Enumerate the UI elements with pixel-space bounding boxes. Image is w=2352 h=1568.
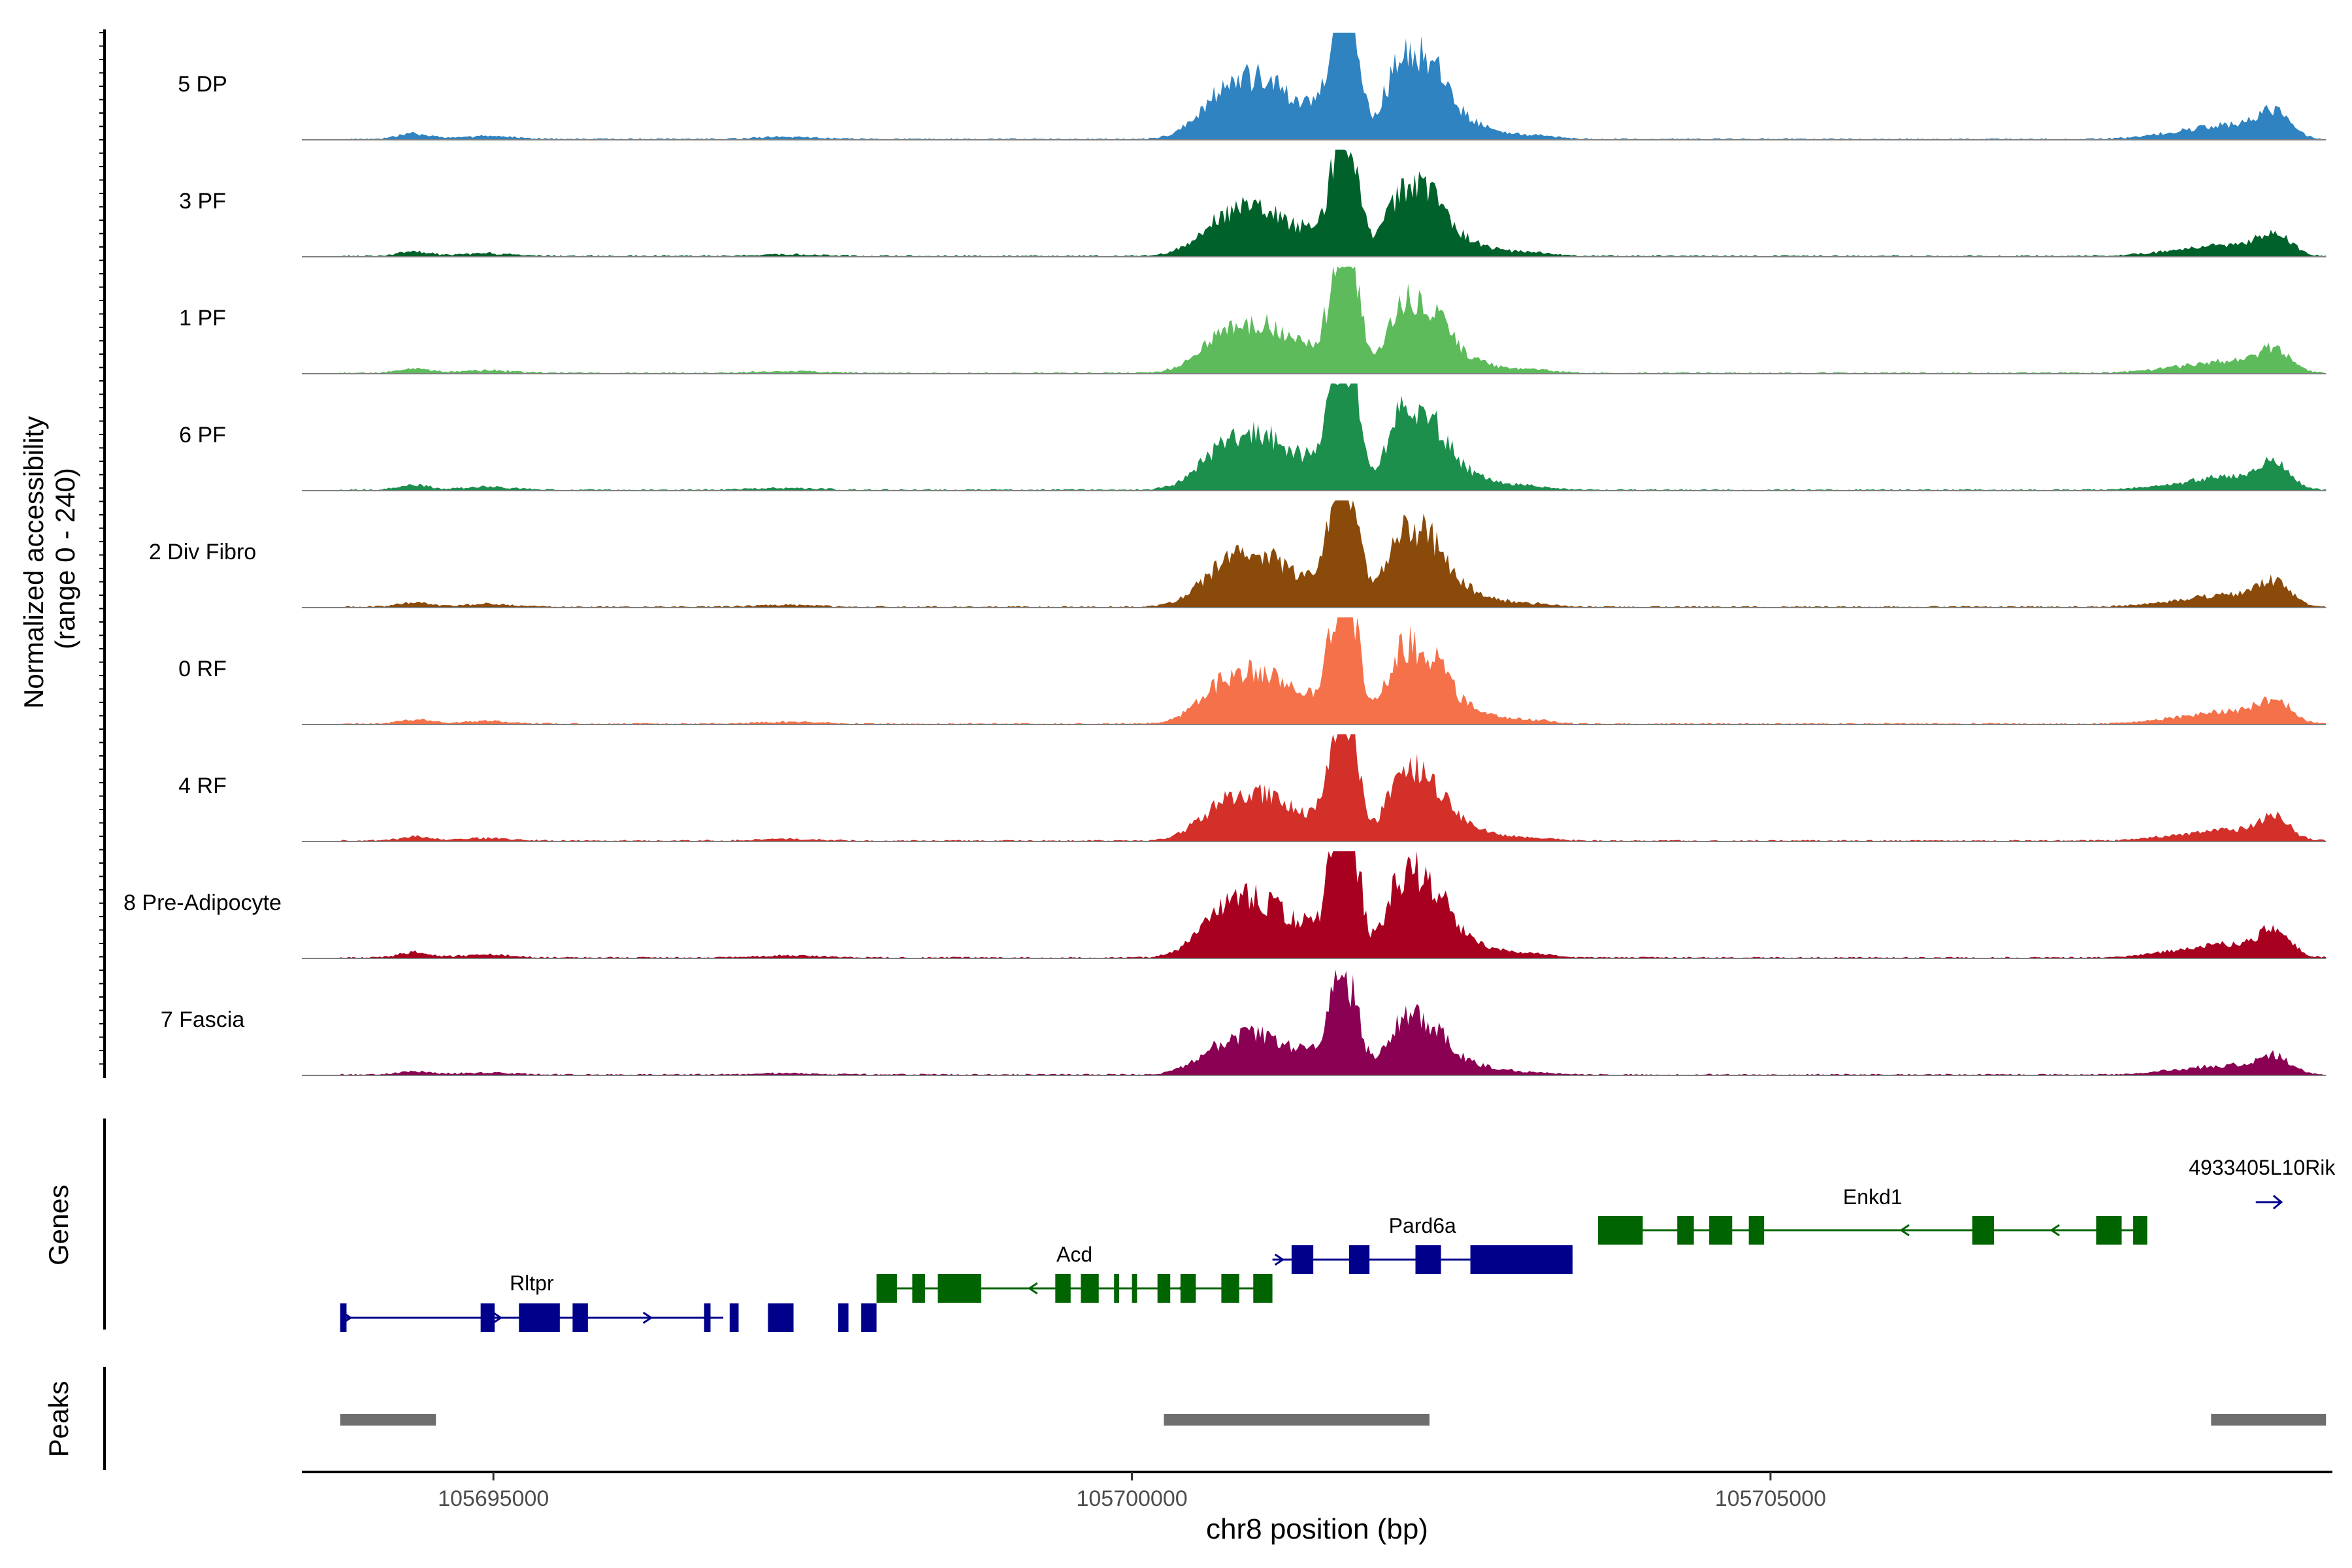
- x-tick-label: 105700000: [1076, 1486, 1187, 1511]
- strand-chevron: [1274, 1253, 1285, 1266]
- gene-enkd1: Enkd1: [1598, 1185, 2148, 1245]
- track-label: 4 RF: [178, 774, 227, 798]
- y-axis-title: Normalized accessibility (range 0 - 240): [18, 408, 80, 709]
- gene-exon: [1253, 1274, 1273, 1303]
- gene-exon: [1709, 1216, 1733, 1245]
- gene-label: 4933405L10Rik: [2189, 1156, 2336, 1179]
- gene-label: Rltpr: [510, 1271, 554, 1295]
- coverage-area: [340, 851, 2327, 958]
- gene-exon: [2133, 1216, 2148, 1245]
- gene-exon: [1291, 1245, 1314, 1274]
- gene-exon: [1470, 1245, 1573, 1274]
- coverage-area: [340, 734, 2327, 841]
- gene-label: Enkd1: [1843, 1185, 1903, 1209]
- track-label: 0 RF: [178, 657, 227, 681]
- y-axis-title-line2: (range 0 - 240): [50, 468, 80, 649]
- gene-rltpr: Rltpr: [340, 1271, 877, 1332]
- track-0-rf: 0 RF: [178, 617, 2327, 725]
- track-3-pf: 3 PF: [179, 150, 2327, 257]
- gene-exon: [861, 1303, 877, 1332]
- coverage-tracks: 5 DP 3 PF 1 PF 6 PF 2 Div Fibro 0 RF 4 RF 8 Pre…: [123, 33, 2327, 1076]
- gene-acd: Acd: [876, 1243, 1273, 1303]
- coverage-area: [340, 617, 2327, 725]
- gene-exon: [2096, 1216, 2122, 1245]
- gene-exon: [1055, 1274, 1071, 1303]
- track-label: 3 PF: [179, 189, 226, 214]
- coverage-y-axis: [99, 29, 106, 1078]
- track-label: 2 Div Fibro: [149, 540, 256, 564]
- track-4-rf: 4 RF: [178, 734, 2327, 842]
- gene-exon: [1221, 1274, 1239, 1303]
- gene-exon: [1348, 1245, 1370, 1274]
- strand-arrow: [2272, 1194, 2283, 1210]
- track-label: 1 PF: [179, 306, 226, 331]
- track-6-pf: 6 PF: [179, 384, 2327, 491]
- gene-exon: [1132, 1274, 1137, 1303]
- gene-exon: [480, 1303, 495, 1332]
- gene-exon: [1748, 1216, 1765, 1245]
- genes-track: Genes Rltpr Acd Pard6a Enkd1 4933405L10Rik: [43, 1119, 2336, 1332]
- gene-exon: [1677, 1216, 1694, 1245]
- strand-chevron: [642, 1311, 653, 1324]
- x-axis-title: chr8 position (bp): [1206, 1513, 1428, 1545]
- coverage-area: [340, 384, 2327, 491]
- strand-chevron: [1027, 1282, 1038, 1295]
- gene-exon: [1180, 1274, 1196, 1303]
- x-axis-ticks: 105695000 105700000 105705000: [438, 1472, 1826, 1511]
- track-1-pf: 1 PF: [179, 267, 2327, 374]
- strand-chevron: [1899, 1224, 1910, 1237]
- gene-exon: [1415, 1245, 1441, 1274]
- gene-exon: [1972, 1216, 1994, 1245]
- coverage-area: [340, 969, 2327, 1075]
- strand-chevron: [492, 1311, 503, 1324]
- gene-exon: [1114, 1274, 1120, 1303]
- peaks-layer: [340, 1414, 2327, 1426]
- coverage-area: [340, 33, 2327, 140]
- gene-4933405l10rik: 4933405L10Rik: [2189, 1156, 2336, 1210]
- peaks-track-label: Peaks: [43, 1381, 74, 1458]
- track-label: 6 PF: [179, 423, 226, 448]
- x-tick-label: 105705000: [1715, 1486, 1826, 1511]
- coverage-y-ticks: [99, 32, 105, 1065]
- track-5-dp: 5 DP: [178, 33, 2327, 140]
- y-axis-title-line1: Normalized accessibility: [18, 416, 49, 709]
- gene-exon: [572, 1303, 588, 1332]
- track-7-fascia: 7 Fascia: [161, 969, 2327, 1076]
- gene-exon: [1598, 1216, 1643, 1245]
- strand-chevron: [2050, 1224, 2060, 1237]
- peak-region: [2211, 1414, 2327, 1426]
- gene-exon: [704, 1303, 711, 1332]
- track-label: 5 DP: [178, 72, 227, 97]
- gene-exon: [1081, 1274, 1099, 1303]
- gene-pard6a: Pard6a: [1272, 1214, 1573, 1274]
- genes-layer: Rltpr Acd Pard6a Enkd1 4933405L10Rik: [340, 1156, 2336, 1332]
- gene-exon: [768, 1303, 794, 1332]
- gene-exon: [340, 1303, 347, 1332]
- gene-exon: [729, 1303, 739, 1332]
- x-tick-label: 105695000: [438, 1486, 549, 1511]
- coverage-area: [340, 267, 2327, 374]
- gene-label: Acd: [1056, 1243, 1092, 1266]
- gene-exon: [838, 1303, 849, 1332]
- x-axis: 105695000 105700000 105705000 chr8 positio…: [302, 1471, 2332, 1545]
- track-label: 8 Pre-Adipocyte: [123, 890, 282, 915]
- peak-region: [1164, 1414, 1430, 1426]
- track-label: 7 Fascia: [161, 1007, 245, 1032]
- coverage-area: [340, 150, 2327, 257]
- track-2-div-fibro: 2 Div Fibro: [149, 500, 2327, 608]
- gene-exon: [912, 1274, 925, 1303]
- gene-exon: [876, 1274, 897, 1303]
- gene-exon: [519, 1303, 560, 1332]
- peak-region: [340, 1414, 436, 1426]
- gene-exon: [1157, 1274, 1171, 1303]
- coverage-area: [340, 500, 2327, 608]
- gene-label: Pard6a: [1389, 1214, 1456, 1237]
- genes-track-label: Genes: [43, 1184, 74, 1266]
- peaks-track: Peaks: [43, 1367, 2327, 1470]
- track-8-pre-adipocyte: 8 Pre-Adipocyte: [123, 851, 2327, 959]
- gene-exon: [938, 1274, 981, 1303]
